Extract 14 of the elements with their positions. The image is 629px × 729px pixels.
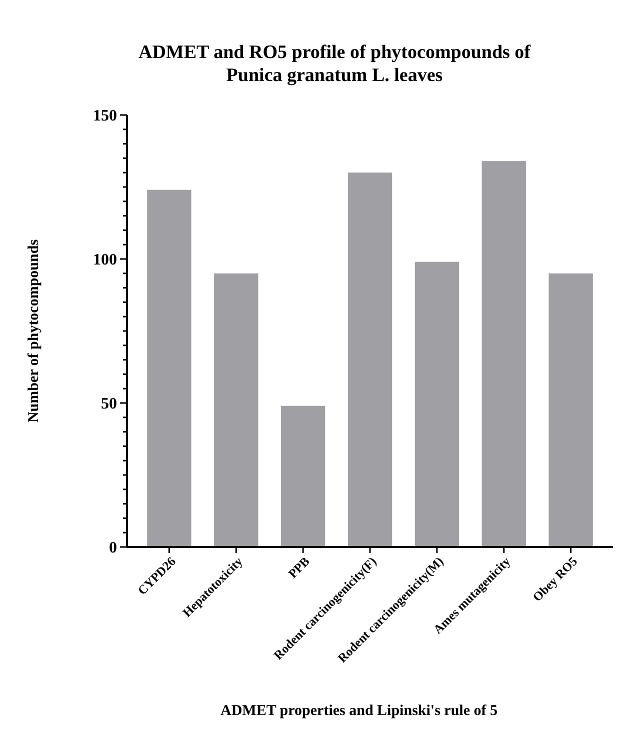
y-tick-label: 150 (93, 108, 117, 125)
bar (147, 190, 192, 547)
y-tick-label: 50 (101, 396, 117, 413)
chart-title: ADMET and RO5 profile of phytocompounds of Punica granatum L. leaves (138, 42, 532, 86)
bar (482, 161, 526, 547)
bar (280, 406, 326, 547)
y-axis-title: Number of phytocompounds (26, 239, 42, 423)
bar (414, 262, 460, 547)
y-tick-label: 100 (93, 252, 117, 269)
bar (348, 172, 392, 547)
x-axis-title: ADMET properties and Lipinski's rule of 5 (220, 703, 498, 719)
y-tick-label: 0 (109, 540, 117, 557)
bar (548, 273, 593, 547)
bar (214, 273, 258, 547)
